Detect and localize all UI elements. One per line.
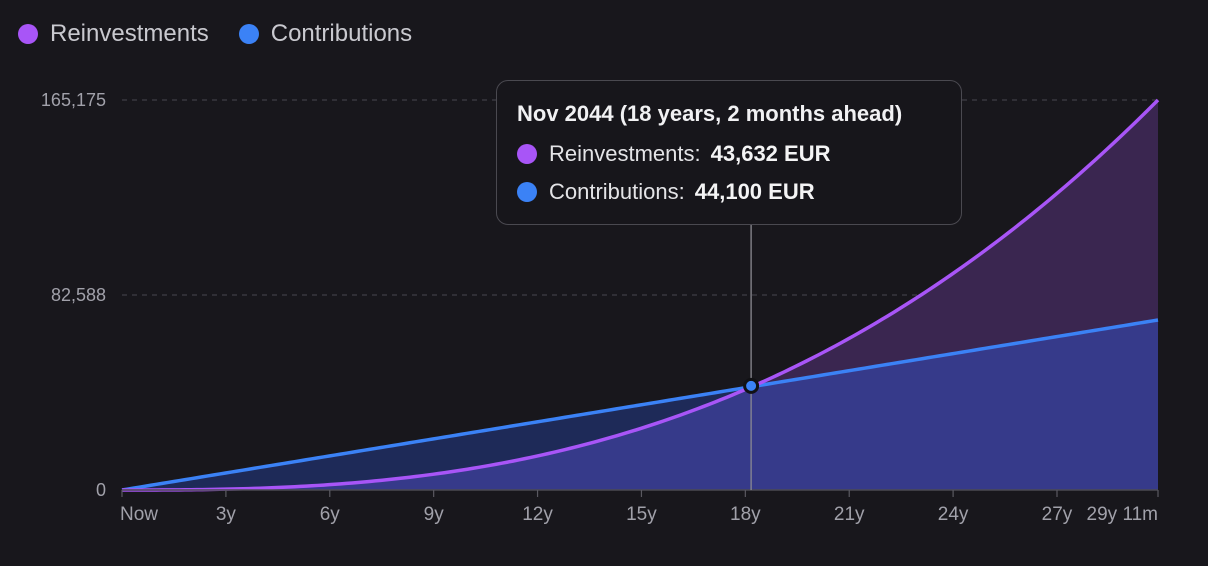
y-tick-label-1: 82,588: [51, 285, 106, 305]
contributions-dot-icon: [517, 182, 537, 202]
reinvestments-dot-icon: [517, 144, 537, 164]
y-tick-label-2: 165,175: [41, 90, 106, 110]
x-tick-label-10: 29y 11m: [1087, 504, 1158, 525]
x-tick-label-7: 21y: [834, 504, 865, 525]
x-tick-label-3: 9y: [424, 504, 445, 525]
tooltip-title: Nov 2044 (18 years, 2 months ahead): [517, 101, 903, 126]
contributions-line[interactable]: [121, 318, 1159, 492]
hover-point-marker[interactable]: [743, 377, 760, 394]
x-tick-label-4: 12y: [522, 504, 553, 525]
tooltip-label-reinvestments: Reinvestments:: [549, 141, 701, 166]
chart-legend: Reinvestments Contributions: [18, 20, 412, 48]
contributions-legend-dot: [238, 24, 259, 44]
reinvestments-excess-area: [122, 100, 1158, 490]
tooltip-value-reinvestments: 43,632 EUR: [710, 141, 831, 166]
x-tick-label-2: 6y: [320, 504, 341, 525]
legend-item-contributions[interactable]: Contributions: [238, 20, 413, 48]
y-tick-label-0: 0: [96, 480, 106, 500]
reinvestments-legend-dot: [18, 24, 38, 44]
x-tick-label-5: 15y: [626, 504, 657, 525]
x-tick-label-9: 27y: [1042, 504, 1073, 525]
reinvestments-line[interactable]: [121, 98, 1160, 492]
tooltip-value-contributions: 44,100 EUR: [694, 179, 815, 204]
tooltip-label-contributions: Contributions:: [549, 179, 685, 204]
x-tick-label-0: Now: [120, 504, 158, 525]
legend-item-reinvestments[interactable]: Reinvestments: [18, 20, 209, 48]
tooltip-row-reinvestments: Reinvestments: 43,632 EUR: [517, 141, 961, 167]
x-tick-label-8: 24y: [938, 504, 969, 525]
x-tick-label-6: 18y: [730, 504, 761, 525]
legend-label-reinvestments: Reinvestments: [50, 20, 209, 47]
legend-label-contributions: Contributions: [270, 20, 413, 47]
chart-tooltip: Nov 2044 (18 years, 2 months ahead) Rein…: [496, 80, 962, 225]
x-tick-label-1: 3y: [216, 504, 237, 525]
tooltip-row-contributions: Contributions: 44,100 EUR: [517, 179, 961, 205]
